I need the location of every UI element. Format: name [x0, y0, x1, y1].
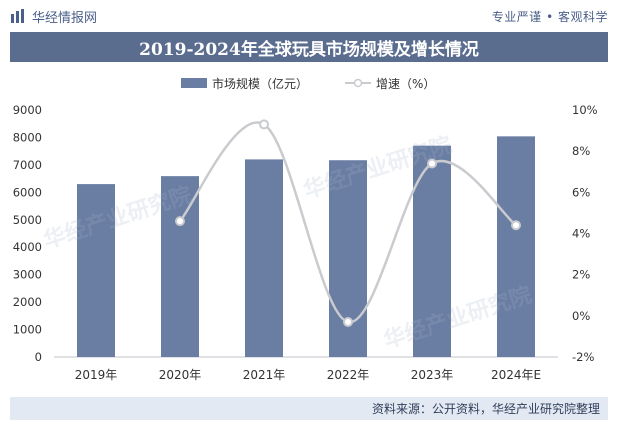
x-tick-label: 2022年	[327, 368, 370, 382]
bar	[413, 145, 451, 357]
y-right-tick-label: 4%	[572, 227, 590, 241]
y-left-tick-label: 1000	[13, 323, 42, 337]
x-tick-label: 2021年	[243, 368, 286, 382]
x-tick-label: 2020年	[159, 368, 202, 382]
legend-bar-swatch	[181, 78, 207, 88]
x-tick-label: 2024年E	[491, 368, 541, 382]
y-right-tick-label: 6%	[572, 185, 590, 199]
y-left-tick-label: 6000	[13, 185, 42, 199]
legend-line-label: 增速（%）	[376, 77, 435, 91]
y-left-tick-label: 5000	[13, 213, 42, 227]
chart-area: 市场规模（亿元） 增速（%） 0 1000 2000 3000 4000 5000 6000 70…	[0, 66, 618, 396]
y-left-tick-label: 0	[35, 350, 42, 364]
brand[interactable]: 华经情报网	[10, 7, 97, 26]
logo-icon	[11, 9, 24, 23]
y-left-tick-label: 8000	[13, 130, 42, 144]
bar	[245, 159, 283, 357]
y-right-tick-label: 10%	[572, 103, 598, 117]
y-left-tick-label: 9000	[13, 103, 42, 117]
bar	[497, 136, 535, 357]
bar	[77, 184, 115, 357]
x-tick-label: 2019年	[75, 368, 118, 382]
bar	[329, 160, 367, 357]
tagline: 专业严谨 • 客观科学	[491, 9, 608, 24]
growth-point	[427, 158, 437, 169]
legend-line-marker	[353, 78, 363, 88]
source-text: 资料来源：公开资料，华经产业研究院整理	[371, 402, 600, 416]
chart-title: 2019-2024年全球玩具市场规模及增长情况	[10, 32, 608, 62]
y-left-tick-label: 3000	[13, 268, 42, 282]
x-tick-label: 2023年	[411, 368, 454, 382]
source-footer: 资料来源：公开资料，华经产业研究院整理	[10, 397, 608, 420]
y-right-tick-label: -2%	[572, 350, 594, 364]
top-bar: 华经情报网 专业严谨 • 客观科学	[10, 4, 608, 28]
growth-point	[175, 216, 185, 227]
legend-bar-label: 市场规模（亿元）	[212, 76, 308, 91]
chart-svg: 市场规模（亿元） 增速（%） 0 1000 2000 3000 4000 5000 6000 70…	[13, 76, 598, 382]
growth-point	[259, 119, 269, 130]
y-left-tick-label: 7000	[13, 158, 42, 172]
growth-point	[343, 317, 353, 328]
bar	[161, 176, 199, 357]
y-right-tick-label: 8%	[572, 144, 590, 158]
growth-point	[511, 220, 521, 231]
y-right-tick-label: 0%	[572, 309, 590, 323]
brand-name: 华经情报网	[32, 10, 98, 26]
y-right-tick-label: 2%	[572, 268, 590, 282]
y-left-tick-label: 2000	[13, 295, 42, 309]
y-left-tick-label: 4000	[13, 240, 42, 254]
